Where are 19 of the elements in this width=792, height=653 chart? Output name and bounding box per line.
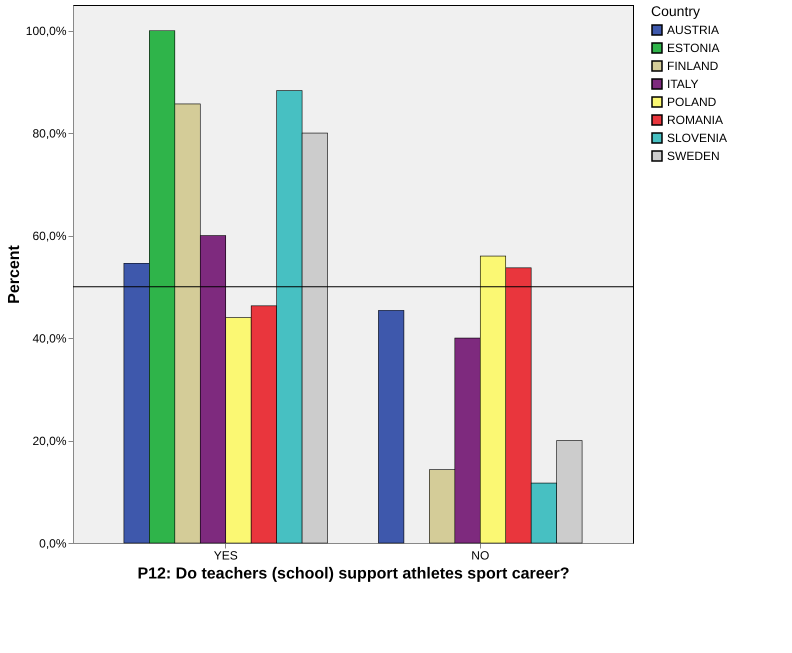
legend-label: ROMANIA [667, 113, 724, 127]
legend-label: ESTONIA [667, 41, 720, 55]
y-tick-label: 0,0% [39, 536, 67, 550]
legend-label: AUSTRIA [667, 23, 720, 37]
legend-title: Country [651, 3, 700, 19]
y-tick-label: 40,0% [32, 332, 67, 346]
legend-label: SLOVENIA [667, 131, 728, 145]
y-tick-label: 20,0% [32, 434, 67, 448]
legend-label: POLAND [667, 95, 717, 109]
x-axis-title: P12: Do teachers (school) support athletes sport career? [137, 566, 570, 582]
y-axis-title: Percent [6, 244, 23, 304]
y-tick-label: 100,0% [26, 24, 67, 38]
x-tick-label: YES [214, 548, 238, 562]
legend-label: FINLAND [667, 59, 719, 73]
legend-label: SWEDEN [667, 149, 720, 163]
legend-label: ITALY [667, 77, 699, 91]
y-tick-label: 80,0% [32, 126, 67, 141]
y-tick-label: 60,0% [32, 229, 67, 244]
x-tick-label: NO [471, 548, 490, 562]
